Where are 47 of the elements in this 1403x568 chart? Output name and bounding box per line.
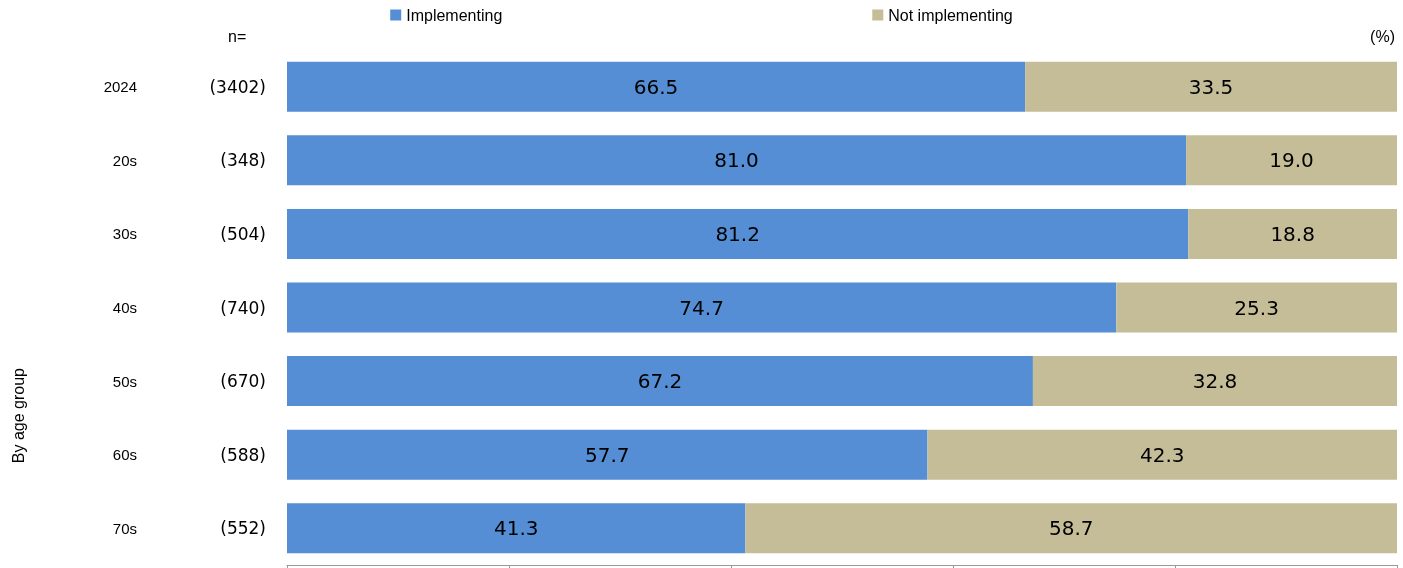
data-label: 19.0: [1269, 148, 1314, 173]
legend-label: Implementing: [406, 6, 503, 24]
data-label: 67.2: [637, 369, 683, 394]
data-label: 58.7: [1048, 516, 1094, 541]
text: (552): [220, 518, 266, 539]
data-label: 81.0: [714, 148, 759, 173]
y-tick-label: 70s: [112, 519, 137, 537]
text: (670): [220, 371, 266, 392]
text: n=: [228, 27, 247, 45]
bar: [1188, 208, 1397, 259]
bar: [1025, 61, 1397, 112]
bar: [1032, 356, 1397, 407]
data-label: 74.7: [679, 295, 724, 320]
data-label: 33.5: [1188, 74, 1234, 99]
text: By age group: [9, 367, 27, 464]
y-tick-label: 20s: [112, 151, 137, 169]
data-label: 18.8: [1270, 221, 1315, 246]
y-tick-label: 50s: [112, 372, 137, 390]
y-tick-label: 30s: [112, 225, 137, 243]
text: (348): [220, 150, 266, 171]
bar: [287, 135, 1187, 186]
legend-label: Not implementing: [888, 6, 1013, 24]
data-label: 81.2: [715, 221, 760, 246]
data-label: 25.3: [1234, 295, 1279, 320]
y-tick-label: 40s: [112, 299, 137, 316]
text: (504): [220, 223, 266, 244]
bar: [287, 356, 1033, 407]
data-label: 42.3: [1139, 442, 1185, 467]
text: (740): [220, 297, 266, 318]
bar: [1116, 282, 1397, 333]
bar: [1186, 135, 1397, 186]
bar: [287, 429, 928, 480]
text: (%): [1370, 27, 1396, 45]
bar: [927, 429, 1397, 480]
bar: [287, 61, 1026, 112]
bar: [287, 282, 1117, 333]
bar: [745, 503, 1397, 554]
text: (588): [220, 444, 266, 465]
y-tick-label: 2024: [103, 78, 137, 96]
y-tick-label: 60s: [112, 446, 137, 464]
data-label: 32.8: [1192, 369, 1238, 394]
data-label: 57.7: [584, 442, 630, 467]
data-label: 41.3: [493, 516, 539, 541]
text: (3402): [209, 76, 266, 97]
bar: [287, 503, 746, 554]
bar: [287, 208, 1189, 259]
data-label: 66.5: [633, 74, 679, 99]
